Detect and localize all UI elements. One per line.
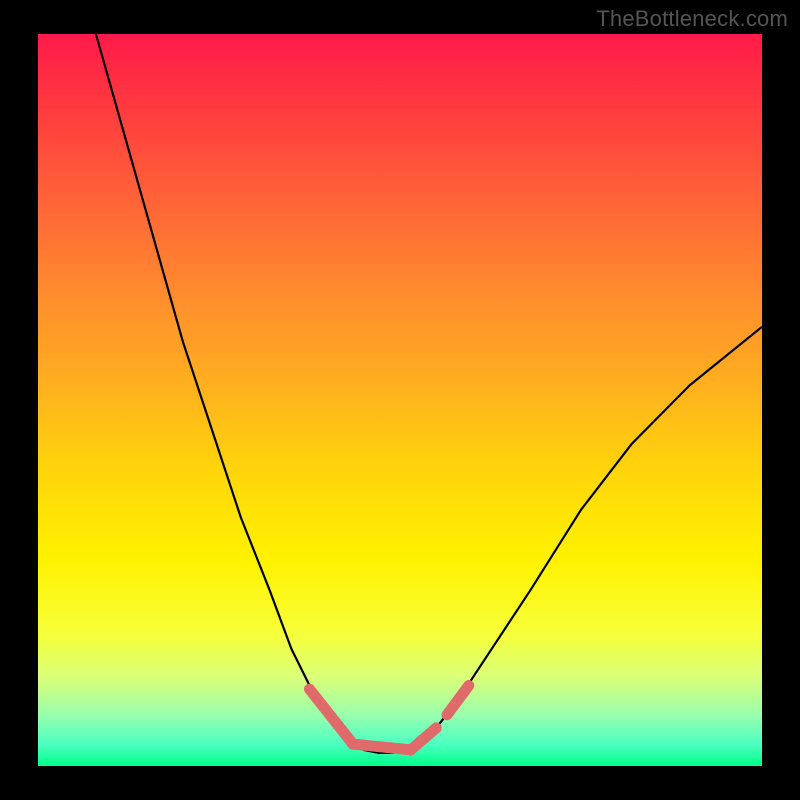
plot-background (38, 34, 762, 766)
highlight-segment (353, 744, 411, 750)
bottleneck-chart (0, 0, 800, 800)
chart-container: TheBottleneck.com (0, 0, 800, 800)
